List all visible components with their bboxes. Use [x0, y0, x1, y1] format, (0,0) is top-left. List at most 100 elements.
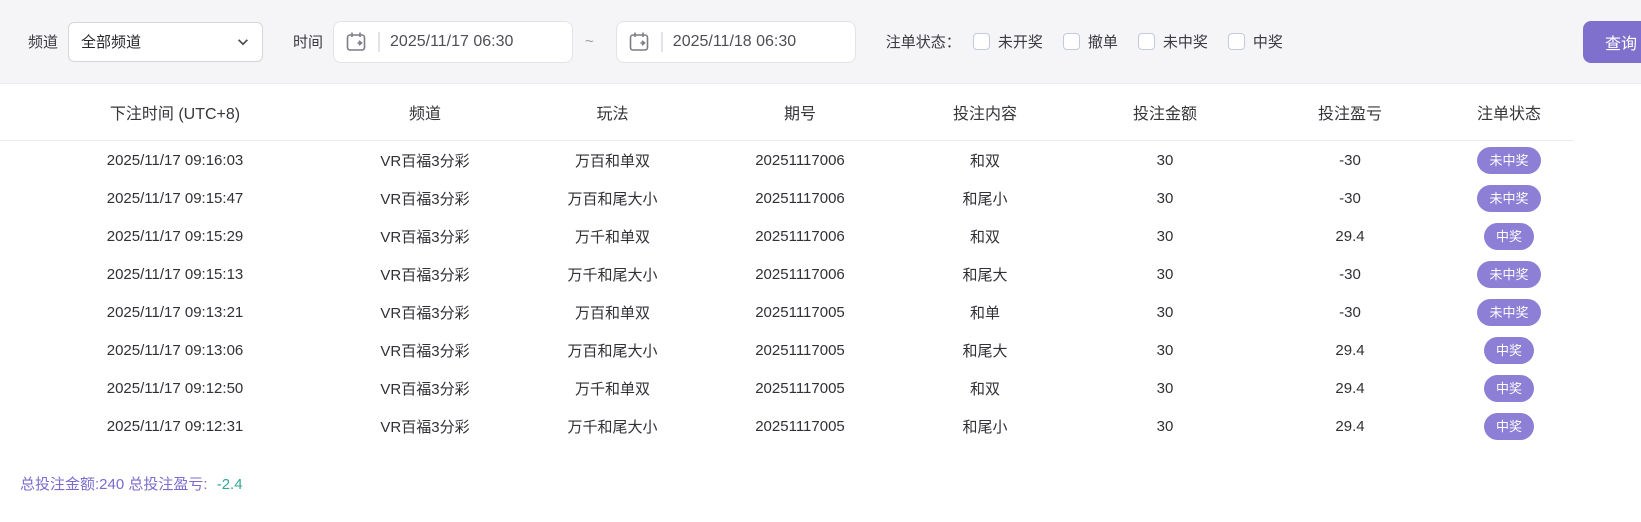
cell-amount: 30 [1156, 151, 1174, 169]
table-row: 2025/11/17 09:13:21 VR百福3分彩 万百和单双 202511170… [0, 293, 1573, 331]
date-range-separator: ~ [585, 33, 594, 50]
table-row: 2025/11/17 09:15:29 VR百福3分彩 万千和单双 202511170… [0, 217, 1573, 255]
cell-time: 2025/11/17 09:15:13 [106, 265, 244, 283]
cell-channel: VR百福3分彩 [380, 190, 470, 208]
chevron-down-icon [238, 38, 249, 45]
cell-time: 2025/11/17 09:13:21 [106, 303, 244, 321]
cell-status: 未中奖 [1445, 146, 1573, 174]
cell-channel: VR百福3分彩 [380, 152, 470, 170]
channel-label: 频道 [28, 34, 59, 51]
summary-totals: 总投注金额:240 总投注盈亏: [20, 476, 208, 493]
column-header: 频道 [408, 106, 441, 123]
input-divider [378, 31, 381, 52]
cell-amount: 30 [1156, 303, 1174, 321]
date-from-input[interactable]: 2025/11/17 06:30 [333, 20, 574, 63]
cell-channel: VR百福3分彩 [380, 342, 470, 360]
cell-time: 2025/11/17 09:12:50 [106, 379, 244, 397]
column-header: 注单状态 [1476, 106, 1541, 123]
cell-channel: VR百福3分彩 [380, 266, 470, 284]
cell-content: 和尾大 [962, 266, 1008, 284]
cell-play: 万百和尾大小 [567, 342, 658, 360]
status-badge: 未中奖 [1477, 298, 1541, 326]
status-option-cancelled[interactable]: 撤单 [1062, 31, 1118, 52]
checkbox-cancelled[interactable] [1062, 33, 1080, 50]
cell-channel: VR百福3分彩 [380, 304, 470, 322]
cell-amount: 30 [1156, 379, 1174, 397]
cell-issue: 20251117006 [755, 227, 845, 245]
status-label: 注单状态： [885, 34, 961, 51]
cell-issue: 20251117006 [755, 265, 845, 283]
cell-issue: 20251117005 [755, 379, 845, 397]
checkbox-won[interactable] [1227, 33, 1245, 50]
cell-time: 2025/11/17 09:12:31 [106, 417, 244, 435]
table-row: 2025/11/17 09:12:50 VR百福3分彩 万千和单双 202511170… [0, 369, 1573, 407]
cell-content: 和尾大 [962, 342, 1008, 360]
cell-content: 和单 [969, 304, 1000, 322]
table-row: 2025/11/17 09:15:47 VR百福3分彩 万百和尾大小 20251117… [0, 179, 1573, 217]
cell-amount: 30 [1156, 189, 1174, 207]
summary-bar: 总投注金额:240 总投注盈亏: -2.4 [20, 473, 1641, 494]
cell-status: 未中奖 [1445, 298, 1573, 326]
cell-profit: 29.4 [1335, 379, 1365, 397]
date-to-input[interactable]: 2025/11/18 06:30 [615, 20, 856, 63]
table-row: 2025/11/17 09:15:13 VR百福3分彩 万千和尾大小 20251117… [0, 255, 1573, 293]
status-option-not-drawn[interactable]: 未开奖 [972, 31, 1043, 52]
cell-profit: -30 [1339, 265, 1361, 283]
checkbox-label: 撤单 [1087, 34, 1118, 51]
checkbox-not-drawn[interactable] [972, 33, 990, 50]
cell-time: 2025/11/17 09:13:06 [106, 341, 244, 359]
calendar-icon [346, 32, 366, 51]
column-header: 投注盈亏 [1317, 106, 1382, 123]
column-header: 玩法 [596, 106, 629, 123]
bet-table: 下注时间 (UTC+8) 频道 玩法 期号 投注内容 投注金额 投注盈亏 注单状态 2025/… [0, 84, 1573, 445]
table-row: 2025/11/17 09:13:06 VR百福3分彩 万百和尾大小 20251117… [0, 331, 1573, 369]
cell-profit: 29.4 [1335, 417, 1365, 435]
status-checkbox-group: 未开奖 撤单 未中奖 中奖 [972, 31, 1303, 52]
cell-amount: 30 [1156, 341, 1174, 359]
cell-profit: -30 [1339, 189, 1361, 207]
checkbox-not-won[interactable] [1137, 33, 1155, 50]
cell-profit: 29.4 [1335, 341, 1365, 359]
summary-total-profit: -2.4 [216, 476, 243, 493]
column-header: 投注金额 [1132, 106, 1197, 123]
cell-issue: 20251117006 [755, 189, 845, 207]
cell-play: 万百和尾大小 [567, 190, 658, 208]
table-row: 2025/11/17 09:16:03 VR百福3分彩 万百和单双 202511170… [0, 141, 1573, 179]
cell-time: 2025/11/17 09:16:03 [106, 151, 244, 169]
filter-bar: 频道 全部频道 时间 2025/11/17 06:30 ~ [0, 0, 1641, 84]
cell-content: 和双 [969, 152, 1000, 170]
cell-status: 中奖 [1445, 374, 1573, 402]
checkbox-label: 中奖 [1252, 34, 1283, 51]
column-header: 下注时间 (UTC+8) [109, 106, 241, 123]
cell-status: 中奖 [1445, 412, 1573, 440]
status-option-not-won[interactable]: 未中奖 [1137, 31, 1208, 52]
date-to-value: 2025/11/18 06:30 [672, 32, 797, 50]
channel-select[interactable]: 全部频道 [68, 21, 264, 62]
status-badge: 未中奖 [1477, 260, 1541, 288]
status-badge: 中奖 [1483, 336, 1534, 364]
cell-profit: 29.4 [1335, 227, 1365, 245]
query-button[interactable]: 查询 [1583, 21, 1641, 63]
cell-profit: -30 [1339, 151, 1361, 169]
cell-channel: VR百福3分彩 [380, 228, 470, 246]
table-row: 2025/11/17 09:12:31 VR百福3分彩 万千和尾大小 20251117… [0, 407, 1573, 445]
cell-time: 2025/11/17 09:15:47 [106, 189, 244, 207]
table-header: 下注时间 (UTC+8) 频道 玩法 期号 投注内容 投注金额 投注盈亏 注单状态 [0, 84, 1573, 141]
cell-status: 中奖 [1445, 222, 1573, 250]
status-badge: 中奖 [1483, 374, 1534, 402]
checkbox-label: 未开奖 [997, 34, 1043, 51]
cell-time: 2025/11/17 09:15:29 [106, 227, 244, 245]
cell-play: 万千和单双 [574, 380, 650, 398]
cell-issue: 20251117005 [755, 303, 845, 321]
column-header: 投注内容 [952, 106, 1017, 123]
input-divider [660, 31, 663, 52]
cell-content: 和尾小 [962, 190, 1008, 208]
cell-play: 万百和单双 [574, 152, 650, 170]
status-option-won[interactable]: 中奖 [1227, 31, 1283, 52]
cell-play: 万千和尾大小 [567, 266, 658, 284]
status-badge: 未中奖 [1477, 146, 1541, 174]
channel-select-value: 全部频道 [81, 34, 142, 51]
column-header: 期号 [783, 106, 816, 123]
cell-issue: 20251117005 [755, 417, 845, 435]
